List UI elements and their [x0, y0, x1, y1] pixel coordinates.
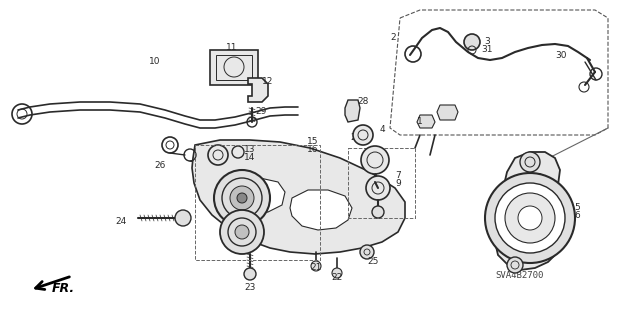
Text: 27: 27	[350, 133, 362, 143]
Circle shape	[311, 261, 321, 271]
Circle shape	[372, 206, 384, 218]
Text: 2: 2	[390, 33, 396, 42]
Text: 25: 25	[367, 257, 379, 266]
Text: 3: 3	[484, 38, 490, 47]
Text: 24: 24	[115, 218, 127, 226]
Circle shape	[230, 186, 254, 210]
Polygon shape	[192, 140, 405, 254]
Polygon shape	[345, 100, 360, 122]
Text: 31: 31	[481, 46, 493, 55]
Text: 5: 5	[574, 204, 580, 212]
Circle shape	[505, 193, 555, 243]
Circle shape	[361, 146, 389, 174]
Text: 9: 9	[395, 179, 401, 188]
Text: 21: 21	[310, 263, 322, 272]
Circle shape	[495, 183, 565, 253]
Circle shape	[220, 210, 264, 254]
Circle shape	[520, 152, 540, 172]
Polygon shape	[437, 105, 458, 120]
Text: 15: 15	[307, 137, 319, 146]
Circle shape	[235, 225, 249, 239]
Text: 28: 28	[357, 98, 369, 107]
Circle shape	[518, 206, 542, 230]
Polygon shape	[210, 50, 258, 85]
Circle shape	[244, 268, 256, 280]
Text: SVA4B2700: SVA4B2700	[496, 271, 544, 280]
Circle shape	[360, 245, 374, 259]
Circle shape	[237, 193, 247, 203]
Text: FR.: FR.	[52, 283, 75, 295]
Text: 10: 10	[149, 57, 161, 66]
Text: 26: 26	[154, 161, 166, 170]
Polygon shape	[495, 152, 568, 270]
Circle shape	[485, 173, 575, 263]
Circle shape	[366, 176, 390, 200]
Circle shape	[464, 34, 480, 50]
Text: 8: 8	[363, 158, 369, 167]
Circle shape	[214, 170, 270, 226]
Text: 1: 1	[417, 117, 423, 127]
Text: 7: 7	[395, 172, 401, 181]
Text: 6: 6	[574, 211, 580, 220]
Text: 19: 19	[532, 174, 544, 182]
Text: 13: 13	[244, 145, 256, 154]
Text: 11: 11	[227, 43, 237, 53]
Circle shape	[353, 125, 373, 145]
Circle shape	[507, 257, 523, 273]
Text: 22: 22	[332, 273, 342, 283]
Polygon shape	[248, 78, 268, 102]
Text: 16: 16	[307, 145, 319, 154]
Polygon shape	[217, 178, 285, 215]
Text: 20: 20	[532, 182, 544, 190]
Text: 30: 30	[556, 51, 567, 61]
Circle shape	[175, 210, 191, 226]
Circle shape	[332, 268, 342, 278]
Polygon shape	[390, 10, 608, 135]
Polygon shape	[290, 190, 352, 230]
Text: 12: 12	[262, 78, 274, 86]
Text: 4: 4	[379, 125, 385, 135]
Text: 23: 23	[244, 284, 256, 293]
Text: 29: 29	[255, 108, 267, 116]
Text: 17: 17	[227, 197, 237, 206]
Text: 14: 14	[244, 153, 256, 162]
Polygon shape	[417, 115, 435, 128]
